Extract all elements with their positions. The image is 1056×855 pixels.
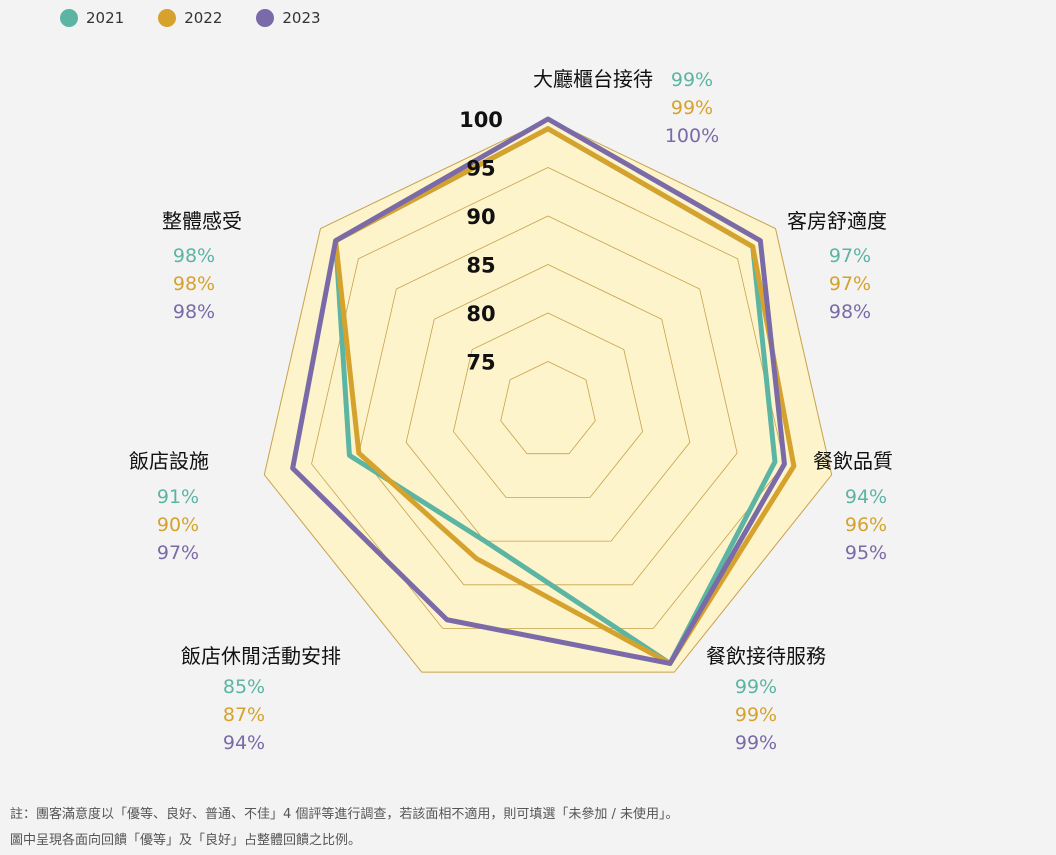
- tick-label-85: 85: [466, 254, 495, 278]
- category-label-0: 大廳櫃台接待: [533, 67, 653, 91]
- value-label-1-2023: 98%: [829, 301, 871, 323]
- value-label-2-2022: 96%: [845, 514, 887, 536]
- value-label-4-2023: 94%: [223, 732, 265, 754]
- legend-swatch-2021: [60, 9, 78, 27]
- tick-label-100: 100: [459, 108, 503, 132]
- note-line-2: 圖中呈現各面向回饋「優等」及「良好」占整體回饋之比例。: [10, 833, 362, 848]
- legend-item-2021: 2021: [60, 9, 124, 27]
- series-line-2022: [333, 126, 797, 666]
- tick-label-80: 80: [466, 302, 495, 326]
- value-label-6-2023: 98%: [173, 301, 215, 323]
- series-line-2023: [290, 116, 787, 666]
- radar-grid-ring-85: [405, 264, 691, 542]
- radar-grid-ring-75: [500, 361, 596, 455]
- legend-swatch-2022: [158, 9, 177, 27]
- value-label-1-2021: 97%: [829, 245, 871, 267]
- category-label-5: 飯店設施: [129, 449, 209, 473]
- radar-grid-ring-80: [452, 312, 644, 498]
- value-label-3-2023: 99%: [735, 732, 777, 754]
- value-label-5-2022: 90%: [157, 514, 199, 536]
- tick-label-75: 75: [466, 351, 495, 375]
- category-label-3: 餐飲接待服務: [706, 644, 826, 668]
- value-label-0-2021: 99%: [671, 69, 713, 91]
- radar-chart: 75 80 85 90 95 100 大廳櫃台接待 99% 99% 100% 客房舒適度 97% 97%…: [129, 67, 893, 754]
- category-label-2: 餐飲品質: [813, 449, 893, 473]
- radar-grid-ring-95: [311, 167, 785, 629]
- value-label-2-2021: 94%: [845, 486, 887, 508]
- value-label-0-2023: 100%: [665, 125, 719, 147]
- value-label-5-2021: 91%: [157, 486, 199, 508]
- value-label-5-2023: 97%: [157, 542, 199, 564]
- value-label-6-2022: 98%: [173, 273, 215, 295]
- legend-label-2022: 2022: [184, 9, 223, 27]
- chart-notes: 註：團客滿意度以「優等、良好、普通、不佳」4 個評等進行調查，若該面相不適用，則…: [10, 802, 679, 854]
- category-label-4: 飯店休閒活動安排: [181, 644, 341, 668]
- value-label-3-2021: 99%: [735, 676, 777, 698]
- value-label-1-2022: 97%: [829, 273, 871, 295]
- radar-outer-ring: [263, 118, 833, 673]
- legend-label-2021: 2021: [86, 9, 125, 27]
- tick-label-95: 95: [466, 157, 495, 181]
- legend-item-2022: 2022: [158, 9, 222, 27]
- value-label-0-2022: 99%: [671, 97, 713, 119]
- category-label-1: 客房舒適度: [787, 209, 887, 233]
- chart-legend: 2021 2022 2023: [60, 6, 355, 30]
- value-label-4-2021: 85%: [223, 676, 265, 698]
- legend-swatch-2023: [256, 9, 275, 27]
- category-label-6: 整體感受: [162, 209, 242, 233]
- tick-label-90: 90: [466, 205, 495, 229]
- note-line-1: 註：團客滿意度以「優等、良好、普通、不佳」4 個評等進行調查，若該面相不適用，則…: [10, 807, 679, 822]
- legend-label-2023: 2023: [282, 9, 321, 27]
- value-label-3-2022: 99%: [735, 704, 777, 726]
- value-label-2-2023: 95%: [845, 542, 887, 564]
- value-label-6-2021: 98%: [173, 245, 215, 267]
- legend-item-2023: 2023: [256, 9, 321, 27]
- value-label-4-2022: 87%: [223, 704, 265, 726]
